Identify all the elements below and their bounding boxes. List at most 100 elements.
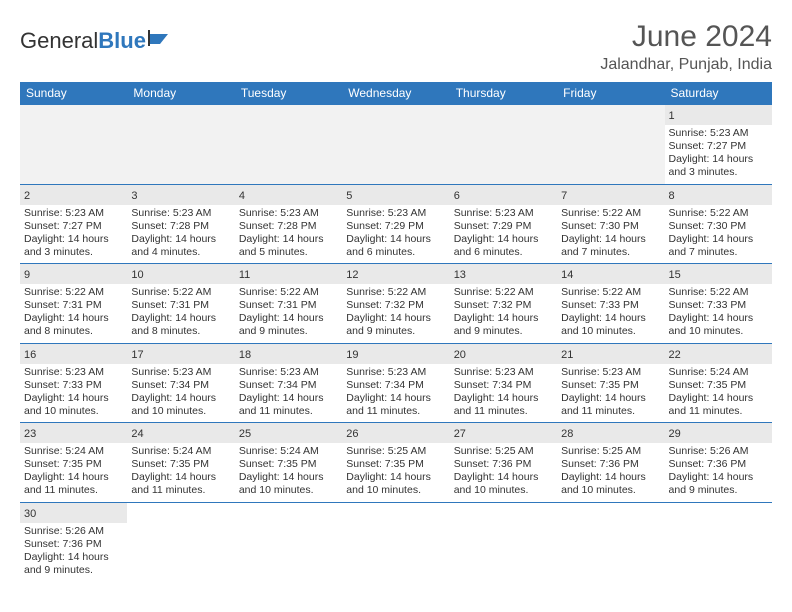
- calendar-cell: 24Sunrise: 5:24 AMSunset: 7:35 PMDayligh…: [127, 423, 234, 503]
- info-line: and 9 minutes.: [669, 484, 768, 497]
- day-info: Sunrise: 5:23 AMSunset: 7:27 PMDaylight:…: [669, 127, 768, 180]
- info-line: Sunset: 7:29 PM: [454, 220, 553, 233]
- info-line: Sunset: 7:33 PM: [24, 379, 123, 392]
- info-line: Daylight: 14 hours: [561, 312, 660, 325]
- info-line: Sunset: 7:35 PM: [346, 458, 445, 471]
- info-line: and 10 minutes.: [454, 484, 553, 497]
- day-number: 26: [346, 428, 358, 440]
- calendar-cell: [450, 105, 557, 185]
- info-line: Sunrise: 5:22 AM: [346, 286, 445, 299]
- day-label: Tuesday: [235, 82, 342, 105]
- title-block: June 2024 Jalandhar, Punjab, India: [600, 20, 772, 74]
- info-line: and 10 minutes.: [669, 325, 768, 338]
- day-number: 17: [131, 349, 143, 361]
- info-line: Sunrise: 5:23 AM: [131, 366, 230, 379]
- calendar-cell: [557, 502, 664, 581]
- location: Jalandhar, Punjab, India: [600, 56, 772, 74]
- info-line: Sunset: 7:36 PM: [561, 458, 660, 471]
- day-info: Sunrise: 5:24 AMSunset: 7:35 PMDaylight:…: [669, 366, 768, 419]
- calendar-cell: [127, 502, 234, 581]
- info-line: Sunrise: 5:25 AM: [561, 445, 660, 458]
- info-line: Sunset: 7:31 PM: [239, 299, 338, 312]
- info-line: and 10 minutes.: [346, 484, 445, 497]
- day-number: 8: [669, 190, 675, 202]
- calendar-week: 2Sunrise: 5:23 AMSunset: 7:27 PMDaylight…: [20, 184, 772, 264]
- calendar-cell: 18Sunrise: 5:23 AMSunset: 7:34 PMDayligh…: [235, 343, 342, 423]
- info-line: and 7 minutes.: [669, 246, 768, 259]
- calendar-cell: 26Sunrise: 5:25 AMSunset: 7:35 PMDayligh…: [342, 423, 449, 503]
- calendar-cell: 19Sunrise: 5:23 AMSunset: 7:34 PMDayligh…: [342, 343, 449, 423]
- calendar-cell: 28 Sunrise: 5:25 AMSunset: 7:36 PMDayligh…: [557, 423, 664, 503]
- info-line: Daylight: 14 hours: [24, 392, 123, 405]
- info-line: and 4 minutes.: [131, 246, 230, 259]
- info-line: Daylight: 14 hours: [454, 312, 553, 325]
- day-number: 14: [561, 269, 573, 281]
- day-info: Sunrise: 5:23 AMSunset: 7:34 PMDaylight:…: [346, 366, 445, 419]
- header: GeneralBlue June 2024 Jalandhar, Punjab,…: [20, 20, 772, 74]
- info-line: Sunset: 7:30 PM: [669, 220, 768, 233]
- calendar-week: 16Sunrise: 5:23 AMSunset: 7:33 PMDayligh…: [20, 343, 772, 423]
- calendar-cell: 1 Sunrise: 5:23 AMSunset: 7:27 PMDaylight…: [665, 105, 772, 185]
- day-number: 1: [669, 110, 675, 122]
- info-line: Daylight: 14 hours: [669, 233, 768, 246]
- day-number: 30: [24, 508, 36, 520]
- info-line: Sunset: 7:34 PM: [239, 379, 338, 392]
- info-line: Sunrise: 5:23 AM: [239, 366, 338, 379]
- info-line: Daylight: 14 hours: [131, 312, 230, 325]
- info-line: Sunrise: 5:26 AM: [24, 525, 123, 538]
- calendar-cell: 11Sunrise: 5:22 AMSunset: 7:31 PMDayligh…: [235, 264, 342, 344]
- info-line: Daylight: 14 hours: [561, 471, 660, 484]
- calendar-cell: [235, 105, 342, 185]
- info-line: Sunset: 7:27 PM: [24, 220, 123, 233]
- calendar-cell: [127, 105, 234, 185]
- day-info: Sunrise: 5:22 AMSunset: 7:31 PMDaylight:…: [24, 286, 123, 339]
- day-info: Sunrise: 5:23 AMSunset: 7:34 PMDaylight:…: [239, 366, 338, 419]
- info-line: Sunrise: 5:23 AM: [454, 207, 553, 220]
- info-line: Sunset: 7:36 PM: [24, 538, 123, 551]
- calendar-cell: 10Sunrise: 5:22 AMSunset: 7:31 PMDayligh…: [127, 264, 234, 344]
- info-line: and 11 minutes.: [24, 484, 123, 497]
- info-line: Sunrise: 5:22 AM: [454, 286, 553, 299]
- info-line: Sunset: 7:35 PM: [131, 458, 230, 471]
- info-line: Sunrise: 5:26 AM: [669, 445, 768, 458]
- info-line: and 10 minutes.: [24, 405, 123, 418]
- info-line: Sunset: 7:34 PM: [346, 379, 445, 392]
- info-line: Daylight: 14 hours: [346, 392, 445, 405]
- day-number: 24: [131, 428, 143, 440]
- info-line: Sunrise: 5:23 AM: [24, 366, 123, 379]
- info-line: and 10 minutes.: [561, 484, 660, 497]
- day-info: Sunrise: 5:22 AMSunset: 7:30 PMDaylight:…: [561, 207, 660, 260]
- info-line: and 9 minutes.: [346, 325, 445, 338]
- day-info: Sunrise: 5:23 AMSunset: 7:35 PMDaylight:…: [561, 366, 660, 419]
- info-line: Daylight: 14 hours: [561, 392, 660, 405]
- info-line: Sunset: 7:36 PM: [454, 458, 553, 471]
- day-number: 28: [561, 428, 573, 440]
- info-line: Sunrise: 5:23 AM: [24, 207, 123, 220]
- calendar-cell: [557, 105, 664, 185]
- day-label: Saturday: [665, 82, 772, 105]
- day-number: 12: [346, 269, 358, 281]
- calendar-cell: 27 Sunrise: 5:25 AMSunset: 7:36 PMDayligh…: [450, 423, 557, 503]
- day-number: 27: [454, 428, 466, 440]
- calendar-cell: [20, 105, 127, 185]
- info-line: Sunrise: 5:22 AM: [561, 286, 660, 299]
- info-line: Sunset: 7:35 PM: [561, 379, 660, 392]
- day-number: 4: [239, 190, 245, 202]
- calendar-cell: 13Sunrise: 5:22 AMSunset: 7:32 PMDayligh…: [450, 264, 557, 344]
- calendar-cell: [665, 502, 772, 581]
- info-line: Sunrise: 5:22 AM: [561, 207, 660, 220]
- info-line: Daylight: 14 hours: [454, 233, 553, 246]
- info-line: Sunrise: 5:23 AM: [669, 127, 768, 140]
- info-line: Sunset: 7:32 PM: [346, 299, 445, 312]
- calendar-cell: 6Sunrise: 5:23 AMSunset: 7:29 PMDaylight…: [450, 184, 557, 264]
- info-line: Daylight: 14 hours: [239, 471, 338, 484]
- day-number: 16: [24, 349, 36, 361]
- info-line: Daylight: 14 hours: [239, 233, 338, 246]
- day-info: Sunrise: 5:23 AMSunset: 7:29 PMDaylight:…: [346, 207, 445, 260]
- day-number: 3: [131, 190, 137, 202]
- info-line: Sunset: 7:34 PM: [454, 379, 553, 392]
- info-line: Daylight: 14 hours: [346, 471, 445, 484]
- calendar-cell: 16 Sunrise: 5:23 AMSunset: 7:33 PMDayligh…: [20, 343, 127, 423]
- day-number: 2: [24, 190, 30, 202]
- day-info: Sunrise: 5:25 AMSunset: 7:36 PMDaylight:…: [454, 445, 553, 498]
